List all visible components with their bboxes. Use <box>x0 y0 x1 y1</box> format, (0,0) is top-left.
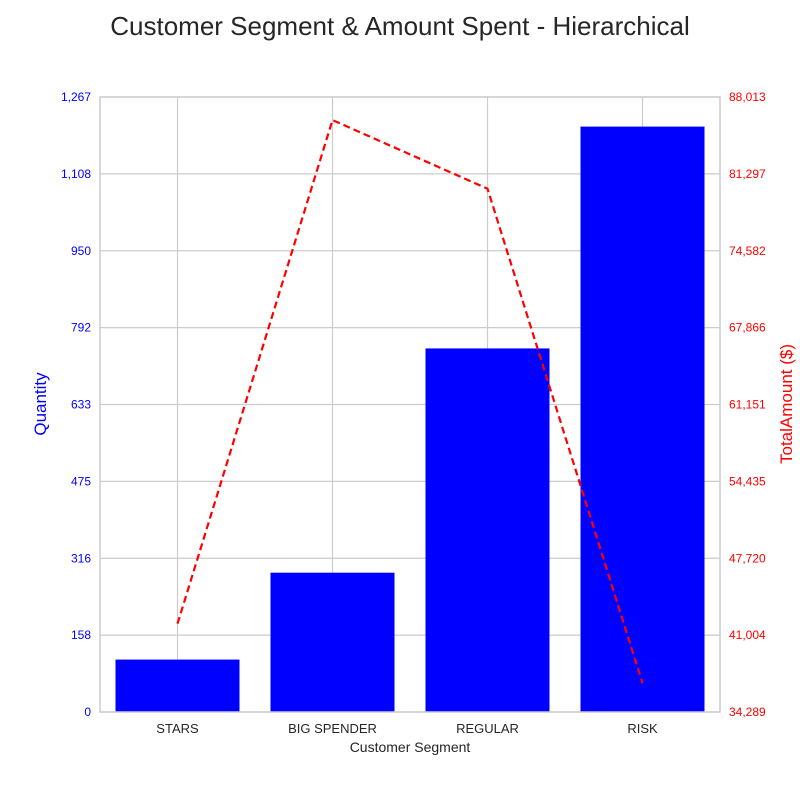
chart-title: Customer Segment & Amount Spent - Hierar… <box>110 11 689 41</box>
x-tick-label: RISK <box>627 721 658 736</box>
plot-frame <box>99 96 721 713</box>
y-tick-label-left: 1,108 <box>61 167 91 181</box>
y-tick-label-right: 74,582 <box>729 244 766 258</box>
y-tick-label-left: 950 <box>71 244 91 258</box>
y-tick-label-left: 792 <box>71 321 91 335</box>
y-tick-label-left: 158 <box>71 628 91 642</box>
y-tick-label-right: 54,435 <box>729 474 766 488</box>
bars <box>115 126 705 712</box>
bar <box>580 126 705 712</box>
y-tick-label-right: 47,720 <box>729 551 766 565</box>
x-tick-label: BIG SPENDER <box>288 721 377 736</box>
y-axis-label-right: TotalAmount ($) <box>777 344 796 464</box>
y-tick-label-right: 81,297 <box>729 167 766 181</box>
y-tick-label-right: 67,866 <box>729 321 766 335</box>
amount-line <box>176 118 644 684</box>
y-tick-label-left: 0 <box>84 705 91 719</box>
y-tick-label-left: 1,267 <box>61 90 91 104</box>
plot-border <box>99 96 721 713</box>
x-tick-label: STARS <box>156 721 199 736</box>
y-tick-label-right: 41,004 <box>729 628 766 642</box>
bar <box>115 659 240 712</box>
y-tick-label-right: 88,013 <box>729 90 766 104</box>
y-tick-label-right: 34,289 <box>729 705 766 719</box>
bar <box>425 348 550 712</box>
x-axis-label: Customer Segment <box>350 739 471 755</box>
y-tick-label-left: 316 <box>71 551 91 565</box>
y-tick-label-left: 475 <box>71 474 91 488</box>
y-axis-label-left: Quantity <box>31 372 50 436</box>
series-line <box>176 118 644 684</box>
bar <box>270 572 395 712</box>
y-tick-label-left: 633 <box>71 398 91 412</box>
ticks: 0 158 316 475 633 792 950 1,108 1,267 34,289 41,00… <box>61 90 766 736</box>
x-tick-label: REGULAR <box>456 721 519 736</box>
y-tick-label-right: 61,151 <box>729 398 766 412</box>
